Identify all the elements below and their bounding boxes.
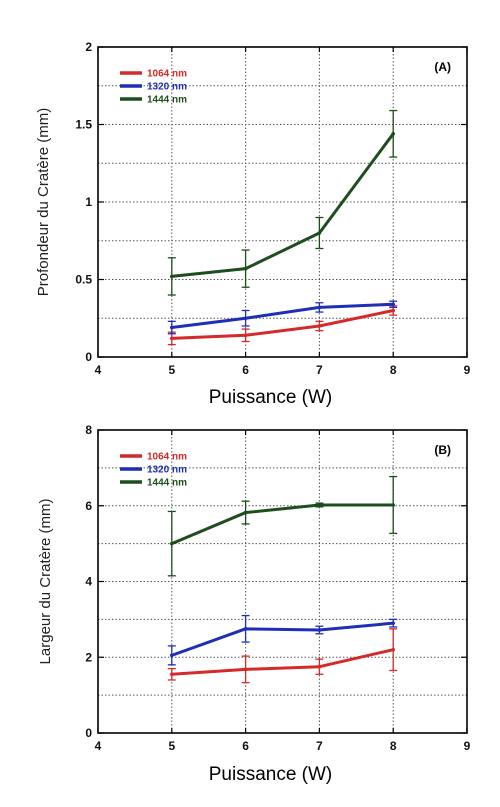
y-tick-label: 0 (85, 726, 92, 740)
data-point (317, 231, 322, 235)
data-point (317, 628, 322, 632)
legend-label: 1444 nm (147, 95, 187, 106)
x-tick-label: 9 (464, 363, 471, 377)
series-line (171, 648, 394, 676)
data-point (391, 621, 396, 625)
panel-label: (A) (434, 60, 451, 74)
series-1064-nm (167, 628, 398, 684)
data-point (170, 541, 174, 546)
data-point (243, 316, 248, 321)
data-point (243, 510, 248, 515)
y-tick-label: 1.5 (75, 118, 92, 132)
y-tick-label: 2 (85, 650, 92, 664)
data-point (317, 305, 322, 310)
data-point (243, 627, 248, 631)
data-point (391, 647, 396, 652)
data-point (170, 336, 174, 341)
plot-frame (97, 46, 468, 358)
legend-label: 1064 nm (147, 452, 187, 463)
y-tick-label: 0.5 (75, 273, 92, 287)
chart-panel-a: 4 5 6 7 8 9 0 0.5 1 1.5 2 Puissance (W) Profondeur d… (35, 40, 471, 408)
x-tick-label: 7 (316, 739, 323, 753)
y-tick-label: 2 (85, 40, 92, 54)
legend-label: 1320 nm (147, 82, 187, 93)
series-line (171, 503, 394, 546)
series-line (171, 132, 395, 278)
y-axis-title: Profondeur du Cratère (mm) (35, 108, 52, 296)
series-1444-nm (167, 475, 398, 577)
data-point (391, 503, 396, 507)
x-tick-label: 8 (390, 739, 397, 753)
series-line (171, 621, 394, 657)
x-tick-label: 7 (316, 363, 323, 377)
data-point (170, 653, 174, 658)
x-tick-label: 8 (390, 363, 397, 377)
data-point (170, 325, 174, 330)
series-line (171, 309, 394, 340)
x-axis-title: Puissance (W) (209, 764, 333, 785)
x-tick-label: 6 (242, 363, 249, 377)
y-tick-label: 6 (85, 499, 92, 513)
data-point (317, 324, 322, 328)
x-tick-label: 9 (464, 739, 471, 753)
x-tick-label: 6 (242, 739, 249, 753)
data-point (243, 667, 248, 672)
data-point (317, 503, 322, 507)
x-tick-label: 4 (95, 739, 102, 753)
series-1444-nm (167, 109, 398, 296)
data-point (391, 132, 396, 136)
series-1320-nm (167, 300, 398, 335)
x-axis-title: Puissance (W) (209, 387, 333, 408)
data-point (391, 308, 396, 313)
series-line (171, 302, 394, 330)
data-point (243, 266, 248, 271)
data-point (170, 274, 174, 279)
y-tick-label: 0 (85, 350, 92, 364)
series-1064-nm (167, 305, 398, 346)
y-tick-label: 1 (85, 195, 92, 209)
legend-label: 1064 nm (147, 69, 187, 80)
x-tick-label: 5 (168, 739, 175, 753)
y-tick-label: 8 (85, 423, 92, 437)
x-tick-label: 4 (95, 363, 102, 377)
data-point (391, 302, 396, 307)
legend-label: 1444 nm (147, 478, 187, 489)
data-point (243, 333, 248, 338)
x-tick-label: 5 (168, 363, 175, 377)
chart-panel-b: 4 5 6 7 8 9 0 2 4 6 8 Puissance (W) Largeur du Cratè… (37, 423, 471, 785)
data-point (317, 664, 322, 669)
data-point (170, 672, 174, 677)
y-tick-label: 4 (85, 575, 92, 589)
panel-label: (B) (434, 443, 451, 457)
series-1320-nm (167, 614, 398, 666)
legend-label: 1320 nm (147, 465, 187, 476)
y-axis-title: Largeur du Cratère (mm) (37, 499, 54, 665)
